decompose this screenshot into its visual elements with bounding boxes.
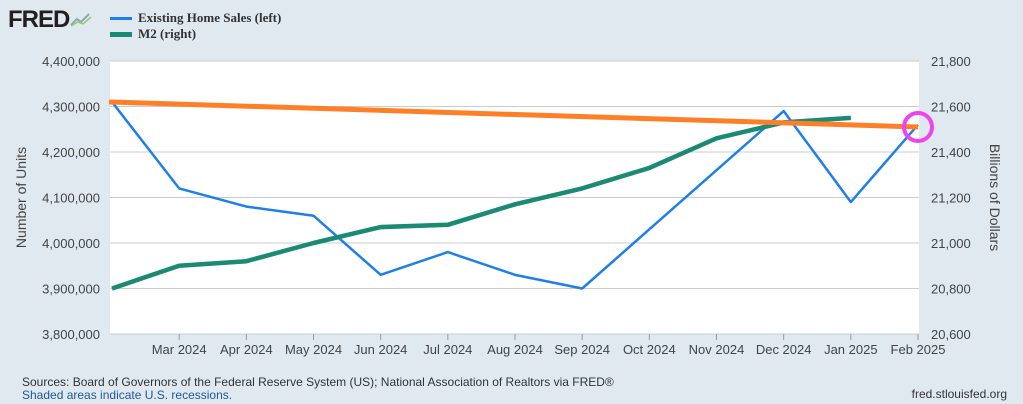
y-tick-label: 4,000,000 [42, 236, 100, 251]
x-tick-label: Aug 2024 [487, 342, 543, 357]
y2-axis-label: Billions of Dollars [987, 144, 1003, 251]
x-tick-label: Jan 2025 [824, 342, 878, 357]
y-tick-label: 4,100,000 [42, 191, 100, 206]
x-tick-label: Sep 2024 [554, 342, 610, 357]
legend-swatch [110, 16, 132, 20]
x-tick-label: Oct 2024 [623, 342, 676, 357]
legend-swatch [110, 31, 132, 37]
x-tick-label: Apr 2024 [220, 342, 273, 357]
y-tick-label: 4,200,000 [42, 145, 100, 160]
legend-label: Existing Home Sales (left) [138, 10, 282, 25]
x-tick-label: Jun 2024 [354, 342, 408, 357]
trend-line-annotation [108, 99, 919, 130]
y-tick-label: 3,800,000 [42, 327, 100, 342]
y2-tick-label: 21,600 [931, 100, 971, 115]
y-tick-label: 4,400,000 [42, 54, 100, 69]
x-tick-label: Dec 2024 [756, 342, 812, 357]
legend-label: M2 (right) [138, 26, 197, 41]
y-tick-label: 4,300,000 [42, 100, 100, 115]
fred-logo[interactable]: FRED [8, 6, 93, 34]
y2-tick-label: 20,800 [931, 282, 971, 297]
highlight-circle-annotation [902, 110, 934, 143]
logo-text: FRED [8, 6, 70, 33]
x-tick-label: Feb 2025 [891, 342, 946, 357]
chart-icon [70, 13, 92, 27]
y2-tick-label: 21,800 [931, 54, 971, 69]
y2-tick-label: 20,600 [931, 327, 971, 342]
x-tick-label: Mar 2024 [152, 342, 207, 357]
legend-item: Existing Home Sales (left) [110, 10, 281, 26]
legend-item: M2 (right) [110, 26, 281, 42]
y2-tick-label: 21,200 [931, 191, 971, 206]
x-tick-label: Nov 2024 [689, 342, 745, 357]
x-tick-label: Jul 2024 [423, 342, 472, 357]
site-link[interactable]: fred.stlouisfed.org [911, 387, 1007, 401]
y2-tick-label: 21,400 [931, 145, 971, 160]
y-tick-label: 3,900,000 [42, 282, 100, 297]
x-tick-label: May 2024 [285, 342, 342, 357]
legend: Existing Home Sales (left) M2 (right) [110, 10, 281, 42]
m2-line [111, 115, 851, 291]
home-sales-line [111, 101, 919, 290]
sources-text: Sources: Board of Governors of the Feder… [22, 375, 614, 389]
y2-tick-label: 21,000 [931, 236, 971, 251]
y-axis-label: Number of Units [13, 147, 29, 248]
recessions-link[interactable]: Shaded areas indicate U.S. recessions. [22, 388, 233, 402]
